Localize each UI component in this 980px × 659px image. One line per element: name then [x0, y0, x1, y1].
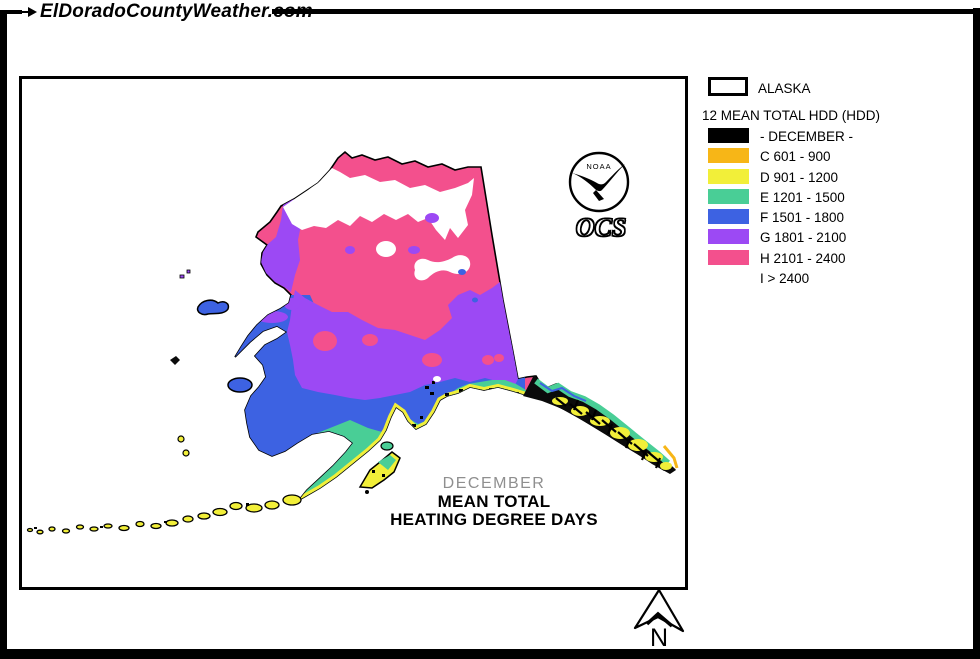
island-nunivak: [227, 377, 253, 393]
region-white-bone: [414, 255, 471, 281]
north-arrow-label: N: [649, 624, 669, 652]
legend-swatch: [708, 148, 749, 164]
aleutian-specks: [34, 503, 249, 529]
legend-item-label: - DECEMBER -: [760, 129, 854, 144]
island-st-lawrence: [196, 299, 230, 316]
region-purple-band: [287, 282, 518, 400]
noaa-circle: [568, 151, 630, 213]
legend-swatch: [708, 168, 749, 184]
legend-region-box: [708, 77, 748, 96]
header-arrow-icon: [28, 7, 37, 17]
legend-item-label: H 2101 - 2400: [760, 250, 846, 266]
legend-item: G 1801 - 2100: [702, 227, 972, 247]
island-pribilof-2: [182, 449, 190, 457]
region-panhandle: [523, 375, 679, 474]
aleutian-islands: [26, 494, 302, 535]
legend-item: E 1201 - 1500: [702, 187, 972, 207]
region-white-north: [283, 168, 474, 240]
alaska-map: [26, 150, 679, 535]
panhandle-texture: [555, 397, 662, 469]
legend-item-label: C 601 - 900: [760, 149, 831, 165]
map-title-line3: HEATING DEGREE DAYS: [390, 510, 598, 529]
legend-items: - DECEMBER - C 601 - 900 D 901 - 1200 E 120…: [702, 126, 972, 288]
page-border-right: [973, 8, 980, 659]
page-border-left: [0, 10, 7, 659]
map-frame: [19, 76, 688, 590]
header-arrow-line: [20, 11, 29, 13]
ocs-logo-text: OCS: [575, 212, 627, 242]
island-st-matthew: [170, 356, 180, 365]
legend-item: C 601 - 900: [702, 146, 972, 166]
legend-item: - DECEMBER -: [702, 126, 972, 146]
legend-title: 12 MEAN TOTAL HDD (HDD): [702, 108, 881, 123]
north-arrow-icon: [633, 588, 685, 633]
legend-item-label: D 901 - 1200: [760, 169, 839, 185]
legend-swatch: [708, 209, 749, 225]
island-pribilof-1: [177, 435, 185, 443]
legend-swatch: [708, 249, 749, 265]
noaa-logo: NOAA: [566, 149, 636, 249]
legend-item-label: F 1501 - 1800: [760, 210, 845, 226]
legend-item: H 2101 - 2400: [702, 248, 972, 268]
region-white-patch: [376, 241, 396, 257]
page-border-bottom: [0, 649, 980, 659]
page-border-top-left-segment: [0, 10, 22, 14]
noaa-bird-tail: [593, 190, 604, 201]
legend-item-label: I > 2400: [760, 271, 810, 287]
north-arrow: [627, 586, 691, 658]
legend-swatch: [708, 229, 749, 245]
map-title-month: DECEMBER: [442, 475, 546, 492]
legend-swatch: [708, 188, 749, 204]
page-border-top-right-segment: [272, 9, 973, 14]
legend-region-label: ALASKA: [758, 81, 811, 96]
map-title-line2: MEAN TOTAL: [437, 492, 551, 511]
legend: ALASKA 12 MEAN TOTAL HDD (HDD) - DECEMBE…: [702, 75, 972, 288]
noaa-org-text: NOAA: [586, 162, 611, 171]
island-kodiak: [358, 441, 401, 494]
legend-item-label: E 1201 - 1500: [760, 189, 845, 205]
legend-item: F 1501 - 1800: [702, 207, 972, 227]
site-title: ElDoradoCountyWeather.com: [40, 1, 313, 22]
legend-item: I > 2400: [702, 268, 972, 288]
legend-swatch: [708, 128, 749, 143]
legend-item-label: G 1801 - 2100: [760, 230, 847, 246]
map-title: DECEMBER MEAN TOTAL HEATING DEGREE DAYS: [364, 475, 624, 529]
legend-item: D 901 - 1200: [702, 167, 972, 187]
noaa-bird-icon: [572, 164, 625, 192]
